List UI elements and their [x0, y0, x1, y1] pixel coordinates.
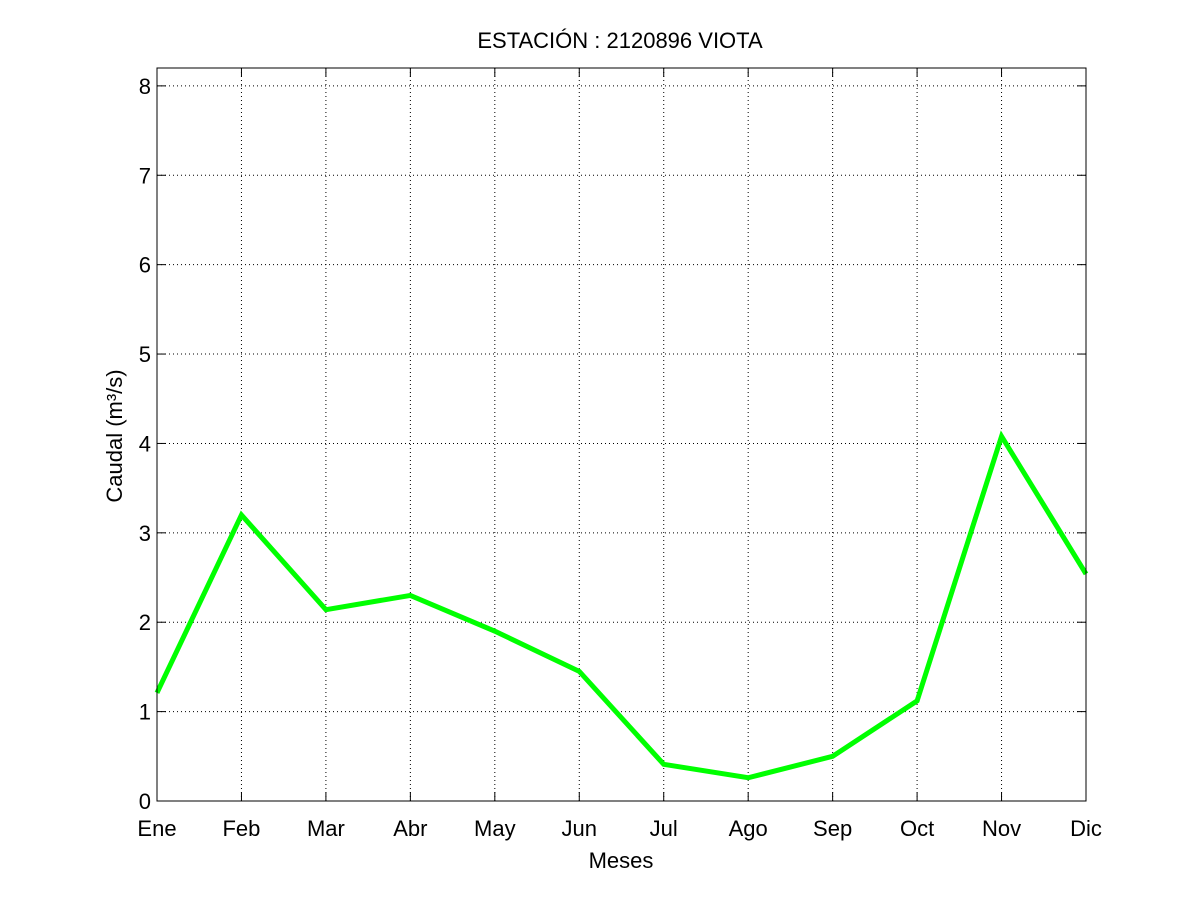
x-tick-label: Feb [222, 816, 260, 841]
x-axis-label: Meses [589, 848, 654, 873]
y-tick-label: 0 [139, 789, 151, 814]
series-line [154, 430, 1089, 781]
x-tick-labels: Ene Feb Mar Abr May Jun Jul Ago Sep Oct Nov Dic [137, 816, 1101, 841]
tick-marks [156, 68, 1087, 802]
y-tick-label: 5 [139, 342, 151, 367]
x-tick-label: Sep [813, 816, 852, 841]
grid-lines [157, 68, 1086, 801]
x-tick-label: Jun [562, 816, 597, 841]
x-tick-label: May [474, 816, 516, 841]
y-tick-label: 1 [139, 700, 151, 725]
x-tick-label: Ene [137, 816, 176, 841]
chart-title: ESTACIÓN : 2120896 VIOTA [477, 28, 763, 53]
y-tick-label: 8 [139, 74, 151, 99]
x-tick-label: Oct [900, 816, 934, 841]
x-tick-label: Jul [650, 816, 678, 841]
y-tick-labels: 0 1 2 3 4 5 6 7 8 [139, 74, 151, 814]
x-tick-label: Nov [982, 816, 1021, 841]
x-tick-label: Dic [1070, 816, 1102, 841]
axes-box [157, 68, 1086, 801]
x-tick-label: Mar [307, 816, 345, 841]
y-axis-label: Caudal (m³/s) [102, 369, 127, 502]
y-tick-label: 4 [139, 431, 151, 456]
y-tick-label: 7 [139, 163, 151, 188]
axes-frame [156, 67, 1087, 802]
plot-area [154, 67, 1089, 802]
y-tick-label: 3 [139, 521, 151, 546]
x-tick-label: Ago [729, 816, 768, 841]
x-tick-label: Abr [393, 816, 427, 841]
y-tick-label: 2 [139, 610, 151, 635]
series-layer [154, 430, 1089, 781]
y-tick-label: 6 [139, 253, 151, 278]
